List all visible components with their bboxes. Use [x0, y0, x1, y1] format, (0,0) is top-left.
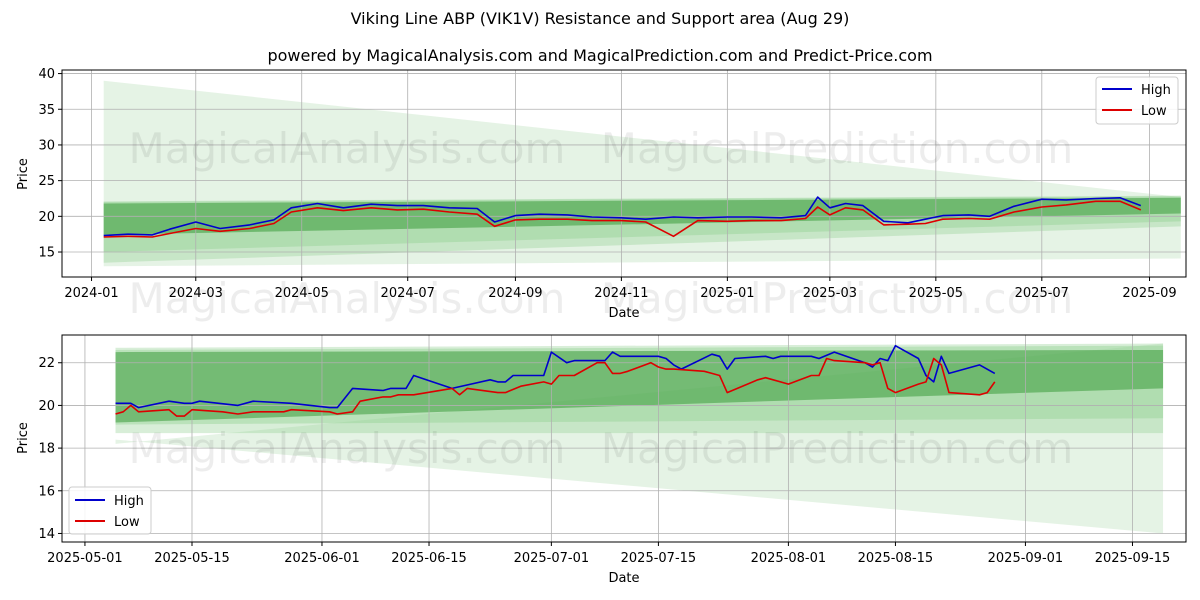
- x-tick-label: 2025-01: [700, 286, 754, 301]
- top-price-lines: [103, 196, 1142, 238]
- y-tick-label: 20: [38, 399, 55, 414]
- y-tick-label: 25: [38, 174, 55, 189]
- bottom-price-lines: [115, 344, 996, 417]
- x-tick-label: 2025-05-01: [47, 551, 123, 566]
- x-tick-label: 2025-08-01: [751, 551, 827, 566]
- y-tick-label: 18: [38, 442, 55, 457]
- watermark-analysis-mid: MagicalAnalysis.com: [129, 274, 566, 323]
- top-legend: High Low: [1095, 76, 1179, 125]
- x-tick-label: 2024-07: [381, 286, 435, 301]
- y-tick-label: 22: [38, 356, 55, 371]
- x-tick-label: 2025-05: [909, 286, 963, 301]
- y-tick-label: 20: [38, 210, 55, 225]
- bottom-legend-high-label: High: [114, 494, 144, 509]
- y-tick-label: 14: [38, 527, 55, 542]
- top-support-resistance-bands: [103, 80, 1181, 267]
- series-line-low: [103, 200, 1142, 238]
- x-tick-label: 2025-09: [1122, 286, 1176, 301]
- watermark-prediction-bottom: MagicalPrediction.com: [601, 424, 1074, 473]
- watermark-prediction-mid: MagicalPrediction.com: [601, 274, 1074, 323]
- watermark-analysis-top: MagicalAnalysis.com: [129, 124, 566, 173]
- top-x-axis-label: Date: [608, 306, 639, 321]
- bottom-x-axis-label: Date: [608, 571, 639, 586]
- top-panel: 2024-01 2024-03 2024-05 2024-07 2024-09 2024-…: [16, 67, 1187, 321]
- x-tick-label: 2025-09-15: [1095, 551, 1171, 566]
- bottom-legend: High Low: [68, 486, 152, 535]
- watermark-prediction-top: MagicalPrediction.com: [601, 124, 1074, 173]
- y-tick-label: 15: [38, 246, 55, 261]
- x-tick-label: 2025-05-15: [154, 551, 230, 566]
- chart-title: Viking Line ABP (VIK1V) Resistance and S…: [350, 9, 850, 28]
- y-tick-label: 16: [38, 484, 55, 499]
- bottom-x-ticks: 2025-05-01 2025-05-15 2025-06-01 2025-06-15…: [47, 542, 1170, 566]
- y-tick-label: 30: [38, 138, 55, 153]
- x-tick-label: 2024-11: [594, 286, 648, 301]
- support-resistance-band: [115, 349, 1164, 423]
- series-line-high: [115, 344, 996, 409]
- bottom-axes-frame: [61, 334, 1187, 543]
- x-tick-label: 2025-08-15: [858, 551, 934, 566]
- top-legend-low-label: Low: [1141, 104, 1167, 119]
- top-axes-frame: [61, 69, 1187, 278]
- x-tick-label: 2025-07-01: [514, 551, 590, 566]
- y-tick-label: 40: [38, 67, 55, 82]
- y-tick-label: 35: [38, 103, 55, 118]
- bottom-legend-low-label: Low: [114, 515, 140, 530]
- x-tick-label: 2024-05: [275, 286, 329, 301]
- watermark-analysis-bottom: MagicalAnalysis.com: [129, 424, 566, 473]
- top-y-ticks: 15 20 25 30 35 40: [38, 67, 62, 261]
- x-tick-label: 2024-03: [169, 286, 223, 301]
- top-x-ticks: 2024-01 2024-03 2024-05 2024-07 2024-09 2024-…: [64, 277, 1177, 301]
- x-tick-label: 2025-07-15: [621, 551, 697, 566]
- top-y-axis-label: Price: [16, 158, 31, 190]
- watermarks: MagicalAnalysis.com MagicalPrediction.co…: [129, 124, 1074, 473]
- bottom-grid: [62, 335, 1186, 542]
- series-line-high: [103, 196, 1142, 237]
- bottom-y-ticks: 14 16 18 20 22: [38, 356, 62, 542]
- x-tick-label: 2024-01: [64, 286, 118, 301]
- x-tick-label: 2025-07: [1015, 286, 1069, 301]
- x-tick-label: 2025-09-01: [988, 551, 1064, 566]
- x-tick-label: 2024-09: [488, 286, 542, 301]
- x-tick-label: 2025-06-15: [391, 551, 467, 566]
- top-legend-high-label: High: [1141, 83, 1171, 98]
- chart-subtitle: powered by MagicalAnalysis.com and Magic…: [267, 46, 933, 65]
- bottom-y-axis-label: Price: [16, 422, 31, 454]
- series-line-low: [115, 357, 996, 417]
- x-tick-label: 2025-06-01: [284, 551, 360, 566]
- x-tick-label: 2025-03: [803, 286, 857, 301]
- bottom-panel: 2025-05-01 2025-05-15 2025-06-01 2025-06-15…: [16, 334, 1187, 586]
